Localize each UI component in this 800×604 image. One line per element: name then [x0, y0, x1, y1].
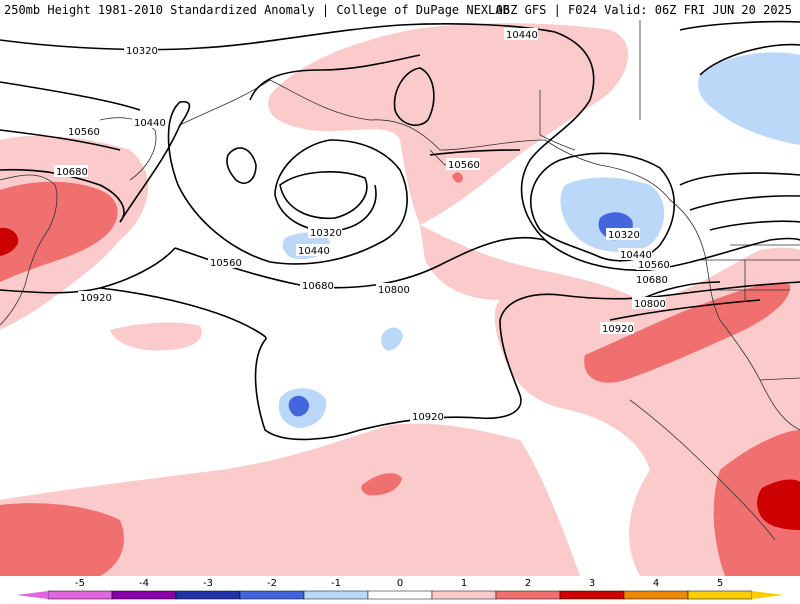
- colorbar-tick: 4: [653, 578, 659, 589]
- colorbar-swatch: [175, 590, 241, 600]
- contour-label: 10320: [310, 228, 342, 239]
- colorbar-swatch: [495, 590, 561, 600]
- colorbar-tick: -4: [139, 578, 149, 589]
- colorbar-swatch: [623, 590, 689, 600]
- colorbar-svg: -5 -4 -3 -2 -1 0 1 2 3 4 5: [16, 578, 784, 600]
- contour-label: 10800: [378, 285, 410, 296]
- contour-labels: 10320 10440 10560 10680 10920 10440 1032…: [54, 28, 670, 423]
- colorbar-swatch: [431, 590, 497, 600]
- contour-label: 10680: [56, 167, 88, 178]
- colorbar-tick: 1: [461, 578, 467, 589]
- contour-label: 10560: [68, 127, 100, 138]
- contour-label: 10680: [636, 275, 668, 286]
- colorbar-swatch: [111, 590, 177, 600]
- model-valid-time: 06Z GFS | F024 Valid: 06Z FRI JUN 20 202…: [495, 3, 792, 17]
- contour-label: 10440: [298, 246, 330, 257]
- contour-label: 10920: [602, 324, 634, 335]
- colorbar-swatch: [303, 590, 369, 600]
- title-bar: 250mb Height 1981-2010 Standardized Anom…: [0, 0, 800, 20]
- colorbar-swatches: [16, 590, 784, 600]
- colorbar-arrow-right: [752, 591, 784, 599]
- colorbar: -5 -4 -3 -2 -1 0 1 2 3 4 5: [0, 576, 800, 600]
- positive-anomaly-moderate: [0, 172, 800, 576]
- positive-anomaly-strong: [0, 227, 800, 530]
- contour-label: 10680: [302, 281, 334, 292]
- contour-label: 10560: [210, 258, 242, 269]
- colorbar-tick: -1: [331, 578, 341, 589]
- colorbar-tick: 2: [525, 578, 531, 589]
- contour-10320-north: [0, 23, 556, 51]
- colorbar-tick: -2: [267, 578, 277, 589]
- contour-label: 10440: [620, 250, 652, 261]
- anomaly-map: 10320 10440 10560 10680 10920 10440 1032…: [0, 20, 800, 576]
- contour-label: 10920: [412, 412, 444, 423]
- colorbar-swatch: [47, 590, 113, 600]
- map-title: 250mb Height 1981-2010 Standardized Anom…: [4, 3, 510, 17]
- contour-label: 10440: [134, 118, 166, 129]
- colorbar-tick: 0: [397, 578, 403, 589]
- colorbar-swatch: [367, 590, 433, 600]
- colorbar-swatch: [687, 590, 753, 600]
- colorbar-ticks: -5 -4 -3 -2 -1 0 1 2 3 4 5: [75, 578, 723, 589]
- colorbar-tick: -3: [203, 578, 213, 589]
- contour-label: 10800: [634, 299, 666, 310]
- colorbar-swatch: [559, 590, 625, 600]
- contour-label: 10920: [80, 293, 112, 304]
- height-contours: [0, 20, 800, 441]
- map-panel: 10320 10440 10560 10680 10920 10440 1032…: [0, 20, 800, 576]
- contour-label: 10560: [638, 260, 670, 271]
- colorbar-swatch: [239, 590, 305, 600]
- colorbar-tick: 3: [589, 578, 595, 589]
- colorbar-arrow-left: [16, 591, 48, 599]
- colorbar-tick: 5: [717, 578, 723, 589]
- contour-label: 10320: [608, 230, 640, 241]
- contour-label: 10320: [126, 46, 158, 57]
- contour-label: 10440: [506, 30, 538, 41]
- contour-label: 10560: [448, 160, 480, 171]
- colorbar-tick: -5: [75, 578, 85, 589]
